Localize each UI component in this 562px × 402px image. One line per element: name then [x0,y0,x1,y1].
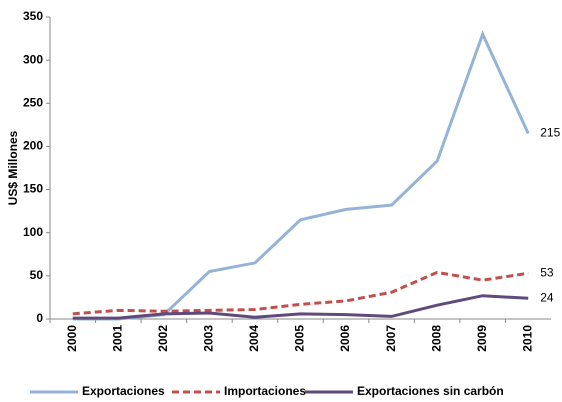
series-line [72,30,530,321]
y-tick-label: 0 [36,311,43,325]
y-tick-label: 200 [23,139,43,153]
y-tick-label: 150 [23,182,43,196]
x-tick-label: 2000 [65,325,79,352]
x-tick-label: 2008 [429,325,443,352]
legend-label: Exportaciones [82,384,165,398]
series-line [72,270,529,316]
y-tick-label: 100 [23,225,43,239]
x-tick-label: 2005 [293,325,307,352]
x-tick-label: 2004 [247,325,261,352]
y-tick-label: 250 [23,95,43,109]
x-tick-label: 2010 [520,325,534,352]
x-tick-label: 2007 [384,325,398,352]
x-tick-label: 2001 [110,325,124,352]
x-tick-label: 2009 [475,325,489,352]
y-tick-label: 50 [30,268,44,282]
x-tick-label: 2006 [338,325,352,352]
x-tick-label: 2002 [156,325,170,352]
x-tick-label: 2003 [202,325,216,352]
end-label: 53 [540,265,554,279]
legend-label: Exportaciones sin carbón [357,384,504,398]
series-line [72,294,529,320]
y-tick-label: 350 [23,9,43,23]
end-label: 24 [540,290,554,304]
y-axis-label: US$ Millones [6,130,20,205]
legend-label: Importaciones [224,384,306,398]
y-tick-label: 300 [23,52,43,66]
end-label: 215 [540,126,560,140]
